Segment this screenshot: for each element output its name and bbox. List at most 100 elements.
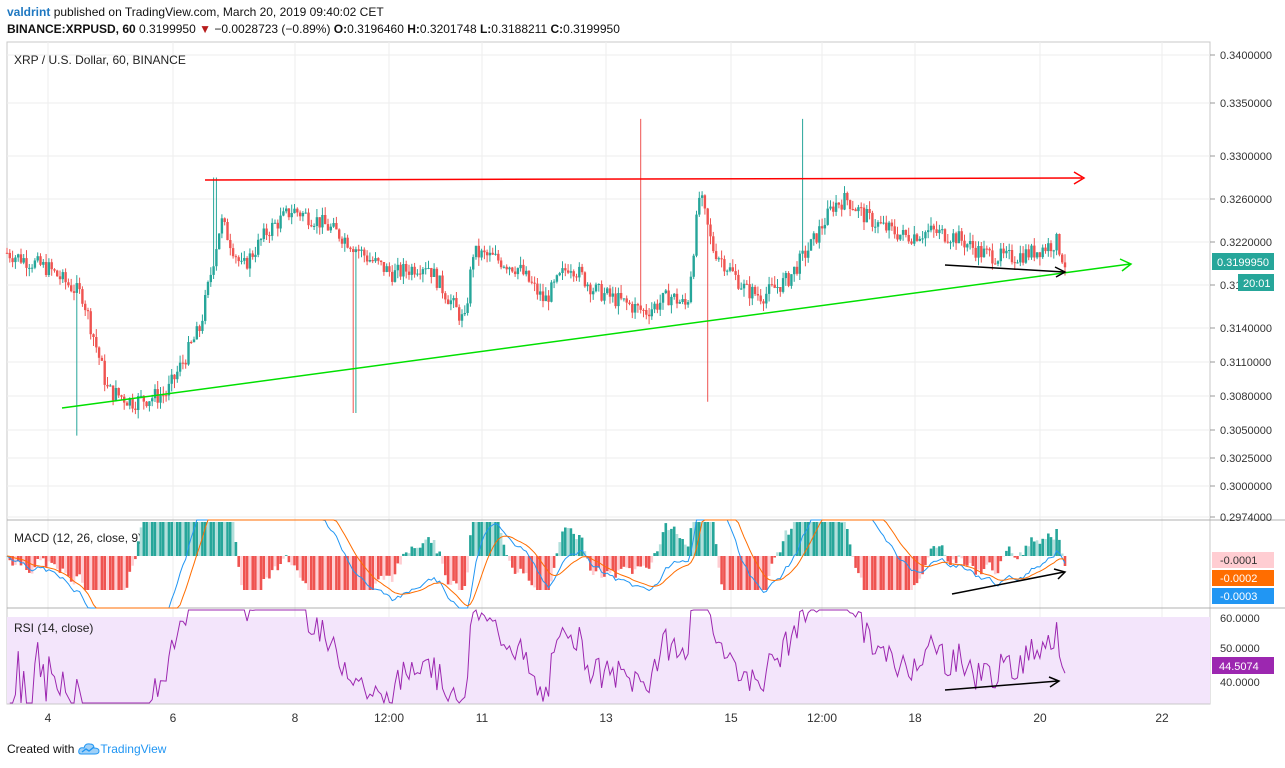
candle-body (324, 215, 327, 225)
candle-body (826, 208, 829, 225)
macd-histogram-bar (700, 522, 704, 556)
macd-histogram-bar (873, 556, 877, 590)
macd-histogram-bar (122, 556, 126, 590)
rsi-divergence-line[interactable] (944, 680, 1059, 691)
candle-body (494, 253, 497, 255)
macd-histogram-bar (854, 556, 857, 568)
macd-histogram-bar (569, 528, 573, 556)
time-axis[interactable]: 4 6 8 12:00 11 13 15 12:00 18 20 22 (45, 711, 1169, 725)
macd-histogram-bar (315, 556, 319, 590)
candle-body (469, 269, 472, 304)
candle-body (901, 230, 905, 235)
macd-histogram-bar (580, 537, 584, 556)
macd-histogram-bar (413, 548, 416, 556)
macd-histogram-bar (69, 556, 73, 582)
candle-body (583, 272, 587, 287)
macd-histogram-bar (44, 556, 48, 567)
candle-body (1010, 250, 1014, 263)
macd-histogram-bar (97, 556, 101, 590)
macd-histogram-bar (1027, 546, 1030, 556)
candle-body (388, 266, 391, 272)
macd-histogram-bar (164, 522, 168, 556)
support-line[interactable] (61, 263, 1131, 409)
candle-body (139, 395, 143, 397)
macd-histogram-bar (53, 556, 56, 565)
candle-body (1030, 245, 1033, 258)
candle-body (432, 268, 436, 277)
tradingview-logo[interactable]: TradingView (78, 742, 166, 756)
candle-body (673, 293, 676, 297)
candle-body (536, 283, 539, 295)
macd-histogram-bar (614, 556, 617, 578)
macd-histogram-bar (605, 556, 609, 572)
candle-body (153, 389, 157, 399)
macd-histogram-bar (1058, 539, 1061, 556)
candle-body (661, 293, 665, 303)
candle-body (525, 270, 528, 275)
macd-histogram-bar (728, 556, 732, 590)
candle-body (237, 257, 240, 262)
candle-body (229, 240, 232, 249)
macd-histogram-bar (988, 556, 991, 563)
candle-body (513, 271, 517, 275)
time-tick-label: 18 (908, 711, 922, 725)
macd-histogram-bar (240, 556, 243, 586)
macd-histogram-bar (229, 522, 232, 556)
macd-histogram-bar (1038, 543, 1042, 556)
candle-body (684, 299, 687, 305)
author-name[interactable]: valdrint (7, 5, 51, 19)
macd-histogram-bar (262, 556, 266, 579)
macd-histogram-bar (846, 529, 849, 556)
macd-histogram-bar (293, 556, 296, 566)
candle-body (192, 339, 196, 343)
macd-histogram-bar (89, 556, 92, 590)
macd-histogram-bar (357, 556, 360, 590)
price-tick-label: 0.3220000 (1220, 237, 1272, 249)
candle-body (360, 249, 363, 251)
candle-body (608, 288, 612, 297)
macd-histogram-bar (346, 556, 349, 590)
macd-histogram-bar (790, 528, 793, 556)
candle-body (871, 212, 874, 227)
candle-body (508, 267, 511, 270)
candle-body (753, 286, 757, 295)
candle-body (552, 281, 556, 283)
macd-histogram-bar (499, 533, 503, 556)
candle-body (226, 222, 229, 241)
candle-body (650, 309, 653, 317)
candle-body (452, 298, 455, 301)
candle-body (887, 222, 891, 231)
price-divergence-line[interactable] (944, 264, 1065, 273)
candle-body (522, 264, 525, 275)
macd-divergence-line[interactable] (951, 571, 1065, 595)
macd-histogram-bar (402, 553, 405, 556)
macd-histogram-bar (463, 556, 467, 586)
macd-histogram-bar (234, 542, 238, 556)
candle-body (952, 233, 955, 243)
macd-histogram-bar (268, 556, 271, 579)
price-axis[interactable]: 0.3400000 0.3350000 0.3300000 0.3260000 0.32… (1210, 50, 1272, 524)
candle-body (25, 258, 28, 268)
candle-body (703, 195, 707, 209)
candle-body (751, 286, 754, 299)
low-label: L: (479, 22, 492, 36)
candle-body (128, 398, 131, 406)
candle-body (78, 283, 81, 290)
candle-body (159, 395, 162, 403)
macd-histogram-bar (505, 555, 508, 556)
macd-histogram-bar (508, 556, 511, 561)
macd-histogram-bar (684, 544, 687, 556)
resistance-line[interactable] (204, 177, 1083, 181)
candle-body (399, 264, 402, 277)
macd-histogram-bar (566, 528, 570, 556)
candle-body (204, 295, 207, 321)
macd-histogram-bar (954, 556, 958, 564)
candle-body (622, 298, 626, 300)
candle-body (287, 208, 291, 218)
macd-histogram-bar (125, 556, 129, 588)
macd-histogram-bar (1010, 553, 1014, 556)
candle-body (1063, 262, 1067, 268)
candle-body (558, 273, 561, 276)
candle-body (315, 217, 319, 226)
